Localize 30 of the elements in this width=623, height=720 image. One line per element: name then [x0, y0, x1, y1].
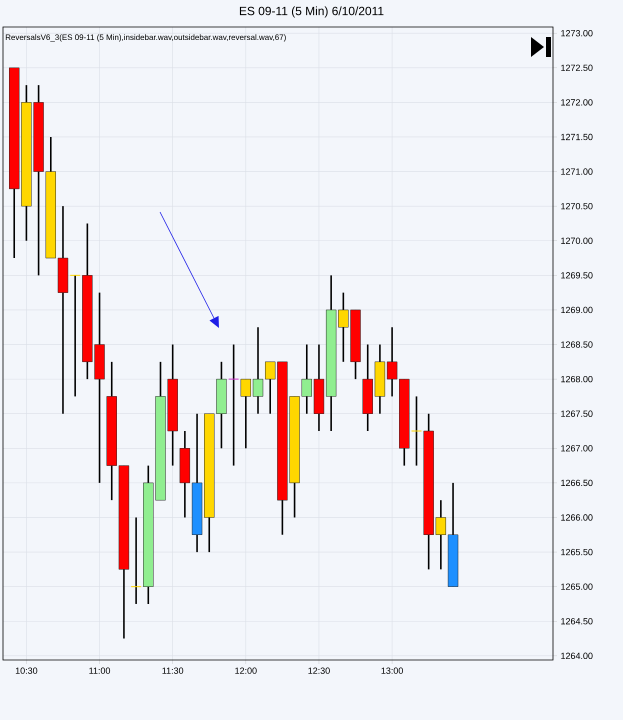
- candlestick: [70, 274, 81, 398]
- y-tick-label: 1268.50: [561, 341, 593, 348]
- y-tick-label: 1272.00: [561, 99, 593, 106]
- x-tick-label: 10:30: [16, 668, 38, 674]
- y-tick-label: 1269.00: [561, 306, 593, 314]
- y-tick-label: 1264.00: [561, 652, 593, 660]
- candlestick: [411, 396, 422, 466]
- y-tick-label: 1267.50: [561, 410, 593, 417]
- y-tick-label: 1273.00: [561, 30, 593, 36]
- y-tick-label: 1272.50: [561, 64, 593, 71]
- y-tick-label: 1267.00: [561, 445, 593, 452]
- y-tick-label: 1271.00: [561, 168, 593, 175]
- chart-title: ES 09-11 (5 Min) 6/10/2011: [240, 6, 384, 18]
- y-tick-label: 1265.00: [561, 583, 593, 590]
- candlestick: [130, 516, 142, 605]
- x-tick-label: 12:00: [235, 668, 257, 674]
- x-tick-label: 12:30: [308, 668, 330, 674]
- y-tick-label: 1264.50: [561, 618, 593, 624]
- y-tick-label: 1265.50: [561, 548, 593, 556]
- y-tick-label: 1271.50: [561, 134, 593, 140]
- y-tick-label: 1266.50: [561, 480, 593, 486]
- y-tick-label: 1266.00: [561, 514, 593, 521]
- y-tick-label: 1270.00: [561, 238, 593, 244]
- x-tick-label: 13:00: [382, 668, 403, 674]
- x-tick-label: 11:30: [162, 668, 184, 674]
- y-tick-label: 1270.50: [561, 202, 593, 210]
- candlestick: [228, 344, 240, 466]
- y-tick-label: 1269.50: [561, 272, 593, 279]
- x-tick-label: 11:00: [89, 668, 110, 674]
- y-tick-label: 1268.00: [561, 376, 593, 382]
